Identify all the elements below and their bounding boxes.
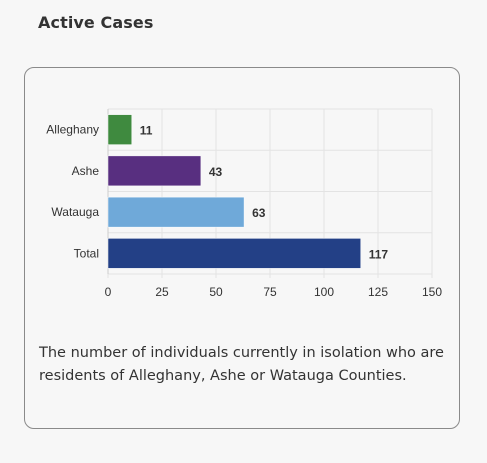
x-tick-label: 100 <box>314 285 334 299</box>
x-tick-label: 150 <box>422 285 442 299</box>
category-label: Ashe <box>72 164 100 178</box>
category-label: Alleghany <box>46 123 99 137</box>
x-tick-label: 0 <box>105 285 112 299</box>
chart-grid <box>107 108 433 278</box>
x-tick-label: 125 <box>368 285 388 299</box>
bar-ashe <box>107 155 202 187</box>
x-tick-label: 75 <box>263 285 277 299</box>
chart-caption: The number of individuals currently in i… <box>39 345 444 384</box>
bar-watauga <box>107 196 245 228</box>
chart-bars <box>107 114 361 269</box>
bar-total <box>107 238 361 269</box>
section-heading: Active Cases <box>38 13 154 32</box>
x-tick-label: 50 <box>209 285 223 299</box>
chart-labels: 0 25 50 75 100 125 150 Alleghany 11 Ashe 43 Watauga… <box>46 123 442 299</box>
category-label: Total <box>74 246 99 260</box>
data-label: 43 <box>209 165 223 179</box>
data-label: 11 <box>140 124 153 138</box>
bar-alleghany <box>107 114 133 145</box>
category-label: Watauga <box>51 205 99 219</box>
data-label: 117 <box>369 247 389 261</box>
data-label: 63 <box>252 206 266 220</box>
x-tick-label: 25 <box>155 285 169 299</box>
